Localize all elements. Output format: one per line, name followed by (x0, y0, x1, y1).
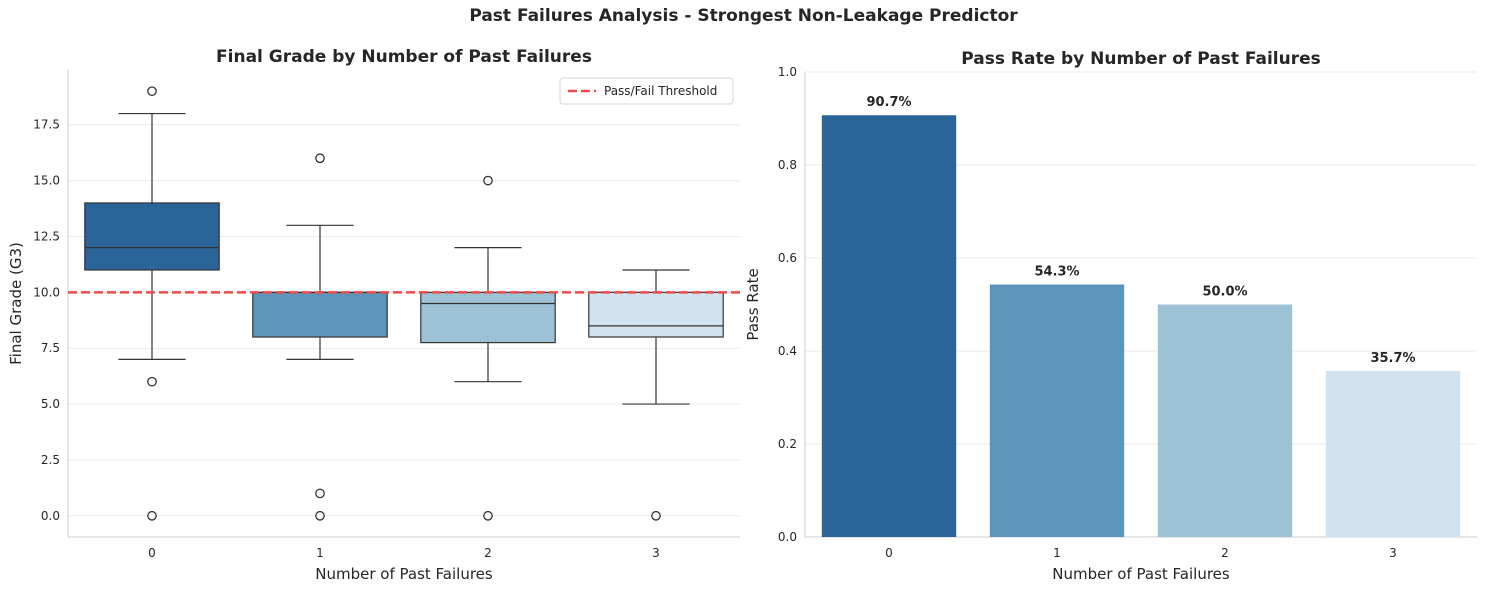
iqr-box (588, 291, 724, 338)
boxplot-ytick-label: 17.5 (33, 118, 60, 132)
boxplot-ylabel: Final Grade (G3) (7, 242, 25, 365)
bar-category-2 (1157, 304, 1293, 537)
barchart-ytick-label: 0.0 (778, 530, 797, 544)
bar-data-label: 90.7% (866, 95, 911, 110)
barchart-xtick-label: 3 (1389, 546, 1397, 560)
boxplot-ytick-label: 2.5 (41, 453, 60, 467)
outlier-point (147, 376, 157, 387)
boxplot-xtick-label: 0 (148, 546, 156, 560)
barchart-ylabel: Pass Rate (744, 268, 762, 340)
boxplot-ytick-label: 15.0 (33, 174, 60, 188)
iqr-box (84, 202, 220, 271)
barchart-title: Pass Rate by Number of Past Failures (961, 49, 1321, 69)
outlier-point (147, 86, 157, 97)
barchart-ytick-label: 1.0 (778, 65, 797, 79)
barchart-xtick-label: 2 (1221, 546, 1229, 560)
boxplot-ytick-label: 0.0 (41, 509, 60, 523)
outlier-point (315, 488, 325, 499)
outlier-point (483, 510, 493, 521)
bar-category-0 (821, 115, 957, 538)
legend-label: Pass/Fail Threshold (604, 84, 717, 98)
box-category-1 (252, 153, 388, 521)
bar-chart-panel: 0.0 0.2 0.4 0.6 0.8 1.0 0 1 2 3 Pass Rate by Numbe… (744, 49, 1477, 583)
boxplot-ytick-label: 12.5 (33, 229, 60, 243)
outlier-point (651, 510, 661, 521)
box-category-3 (588, 269, 724, 521)
outlier-point (483, 175, 493, 186)
legend-box (559, 77, 734, 105)
iqr-box (252, 291, 388, 338)
legend: Pass/Fail Threshold (559, 77, 734, 105)
outlier-point (147, 510, 157, 521)
boxplot-ytick-label: 10.0 (33, 285, 60, 299)
barchart-ytick-label: 0.8 (778, 158, 797, 172)
bar-category-1 (989, 284, 1125, 537)
barchart-xtick-label: 0 (885, 546, 893, 560)
bar-category-3 (1325, 370, 1461, 537)
boxplot-ytick-label: 7.5 (41, 341, 60, 355)
boxplot-xlabel: Number of Past Failures (315, 565, 493, 583)
box-plot-panel: 0.0 2.5 5.0 7.5 10.0 12.5 15.0 17.5 0 1 2 3 Final Gr… (7, 47, 740, 583)
barchart-ytick-label: 0.4 (778, 344, 797, 358)
barchart-ytick-label: 0.6 (778, 251, 797, 265)
barchart-xlabel: Number of Past Failures (1052, 565, 1230, 583)
outlier-point (315, 153, 325, 164)
box-category-2 (420, 175, 556, 521)
iqr-box (420, 291, 556, 344)
figure-title: Past Failures Analysis - Strongest Non-L… (469, 6, 1018, 26)
boxplot-xtick-label: 2 (484, 546, 492, 560)
outlier-point (315, 510, 325, 521)
boxplot-title: Final Grade by Number of Past Failures (216, 47, 592, 67)
boxplot-ytick-label: 5.0 (41, 397, 60, 411)
boxplot-xtick-label: 1 (316, 546, 324, 560)
box-category-0 (84, 86, 220, 521)
bar-data-label: 54.3% (1034, 265, 1079, 280)
bar-data-label: 35.7% (1370, 351, 1415, 366)
barchart-xtick-label: 1 (1053, 546, 1061, 560)
boxplot-xtick-label: 3 (652, 546, 660, 560)
barchart-ytick-label: 0.2 (778, 437, 797, 451)
bar-data-label: 50.0% (1202, 285, 1247, 300)
